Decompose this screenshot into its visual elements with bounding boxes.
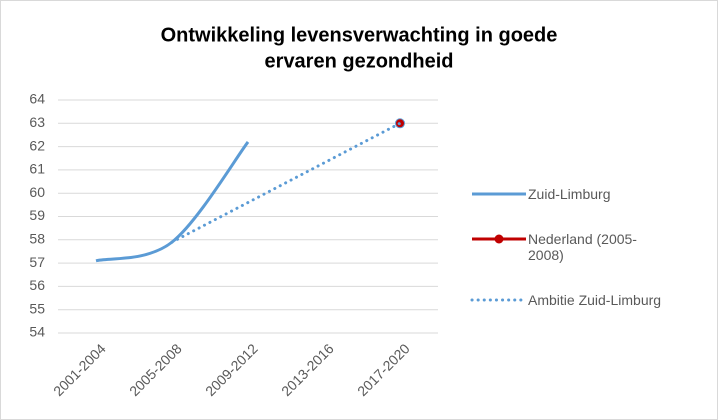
y-tick-label: 63 <box>29 114 45 130</box>
legend-label: Nederland (2005-2008) <box>528 231 637 263</box>
legend-label: Ambitie Zuid-Limburg <box>528 292 662 308</box>
legend-swatch <box>472 234 526 244</box>
y-tick-label: 54 <box>29 324 45 340</box>
y-tick-label: 57 <box>29 254 45 270</box>
y-tick-label: 61 <box>29 161 45 177</box>
legend-marker <box>494 234 504 244</box>
y-tick-label: 62 <box>29 137 45 153</box>
y-tick-label: 58 <box>29 231 45 247</box>
legend-item: Zuid-Limburg <box>470 186 610 202</box>
y-tick-label: 59 <box>29 207 45 223</box>
legend-swatch <box>470 298 528 302</box>
legend-swatch <box>472 192 526 196</box>
legend-item: Ambitie Zuid-Limburg <box>470 292 661 308</box>
chart-title: ervaren gezondheid <box>265 50 454 72</box>
y-tick-label: 64 <box>29 91 45 107</box>
y-tick-label: 56 <box>29 277 45 293</box>
legend-label: Zuid-Limburg <box>528 186 611 202</box>
y-tick-label: 55 <box>29 300 45 316</box>
series-line <box>170 121 402 244</box>
chart-title: Ontwikkeling levensverwachting in goede <box>161 24 558 46</box>
legend-item: Nederland (2005-2008) <box>470 231 638 263</box>
y-tick-label: 60 <box>29 184 45 200</box>
